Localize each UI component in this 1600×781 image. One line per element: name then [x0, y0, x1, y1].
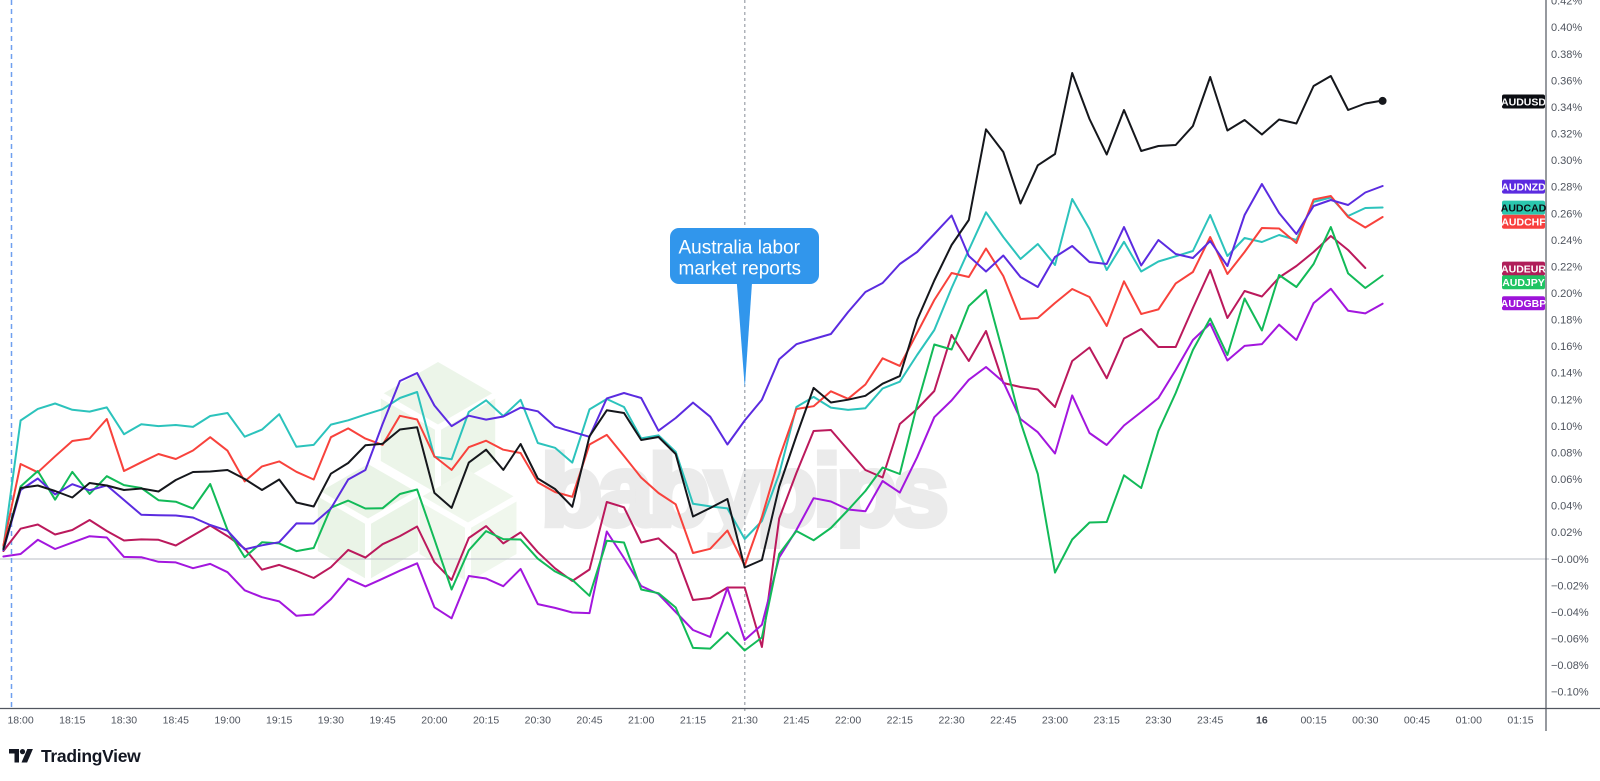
svg-text:−0.00%: −0.00% — [1551, 554, 1589, 566]
svg-text:21:45: 21:45 — [783, 715, 809, 727]
svg-text:0.18%: 0.18% — [1551, 315, 1582, 327]
svg-text:20:45: 20:45 — [576, 715, 602, 727]
svg-text:20:30: 20:30 — [525, 715, 551, 727]
svg-text:TradingView: TradingView — [41, 746, 141, 766]
svg-text:22:15: 22:15 — [887, 715, 913, 727]
svg-text:babypips: babypips — [541, 435, 945, 547]
svg-text:AUDGBP: AUDGBP — [1501, 298, 1547, 310]
svg-text:19:30: 19:30 — [318, 715, 344, 727]
svg-text:AUDJPY: AUDJPY — [1502, 277, 1545, 289]
svg-text:0.28%: 0.28% — [1551, 182, 1582, 194]
svg-text:22:45: 22:45 — [990, 715, 1016, 727]
svg-text:0.22%: 0.22% — [1551, 261, 1582, 273]
svg-text:21:15: 21:15 — [680, 715, 706, 727]
svg-text:Australia labor: Australia labor — [679, 238, 801, 259]
svg-text:22:30: 22:30 — [938, 715, 964, 727]
svg-text:−0.10%: −0.10% — [1551, 687, 1589, 699]
svg-text:0.02%: 0.02% — [1551, 527, 1582, 539]
svg-text:00:45: 00:45 — [1404, 715, 1430, 727]
svg-text:0.42%: 0.42% — [1551, 0, 1582, 8]
svg-text:19:15: 19:15 — [266, 715, 292, 727]
svg-text:00:30: 00:30 — [1352, 715, 1378, 727]
svg-text:0.24%: 0.24% — [1551, 235, 1582, 247]
svg-text:00:15: 00:15 — [1300, 715, 1326, 727]
svg-text:market reports: market reports — [679, 259, 801, 280]
svg-text:19:45: 19:45 — [369, 715, 395, 727]
svg-text:0.04%: 0.04% — [1551, 501, 1582, 513]
svg-text:0.20%: 0.20% — [1551, 288, 1582, 300]
svg-text:16: 16 — [1256, 715, 1268, 727]
svg-text:AUDUSD: AUDUSD — [1501, 96, 1546, 108]
svg-text:−0.06%: −0.06% — [1551, 634, 1589, 646]
svg-text:23:30: 23:30 — [1145, 715, 1171, 727]
svg-text:0.12%: 0.12% — [1551, 394, 1582, 406]
svg-text:19:00: 19:00 — [214, 715, 240, 727]
svg-text:−0.02%: −0.02% — [1551, 580, 1589, 592]
svg-text:0.08%: 0.08% — [1551, 448, 1582, 460]
svg-text:0.38%: 0.38% — [1551, 49, 1582, 61]
svg-text:0.26%: 0.26% — [1551, 208, 1582, 220]
svg-text:0.06%: 0.06% — [1551, 474, 1582, 486]
svg-text:01:15: 01:15 — [1507, 715, 1533, 727]
svg-text:AUDCAD: AUDCAD — [1501, 203, 1547, 215]
svg-text:−0.04%: −0.04% — [1551, 607, 1589, 619]
svg-text:18:15: 18:15 — [59, 715, 85, 727]
svg-text:20:00: 20:00 — [421, 715, 447, 727]
svg-text:01:00: 01:00 — [1456, 715, 1482, 727]
svg-text:23:15: 23:15 — [1094, 715, 1120, 727]
svg-text:22:00: 22:00 — [835, 715, 861, 727]
svg-text:AUDNZD: AUDNZD — [1501, 182, 1546, 194]
svg-text:0.32%: 0.32% — [1551, 129, 1582, 141]
svg-text:18:00: 18:00 — [7, 715, 33, 727]
svg-text:21:30: 21:30 — [732, 715, 758, 727]
svg-text:0.16%: 0.16% — [1551, 341, 1582, 353]
svg-text:23:45: 23:45 — [1197, 715, 1223, 727]
svg-text:AUDCHF: AUDCHF — [1501, 217, 1546, 229]
svg-text:0.40%: 0.40% — [1551, 22, 1582, 34]
svg-text:20:15: 20:15 — [473, 715, 499, 727]
svg-text:0.14%: 0.14% — [1551, 368, 1582, 380]
svg-text:0.36%: 0.36% — [1551, 75, 1582, 87]
svg-text:18:30: 18:30 — [111, 715, 137, 727]
svg-text:21:00: 21:00 — [628, 715, 654, 727]
svg-text:AUDEUR: AUDEUR — [1501, 264, 1546, 276]
svg-text:18:45: 18:45 — [163, 715, 189, 727]
svg-text:0.34%: 0.34% — [1551, 102, 1582, 114]
svg-text:23:00: 23:00 — [1042, 715, 1068, 727]
svg-text:0.10%: 0.10% — [1551, 421, 1582, 433]
svg-text:−0.08%: −0.08% — [1551, 660, 1589, 672]
svg-text:0.30%: 0.30% — [1551, 155, 1582, 167]
